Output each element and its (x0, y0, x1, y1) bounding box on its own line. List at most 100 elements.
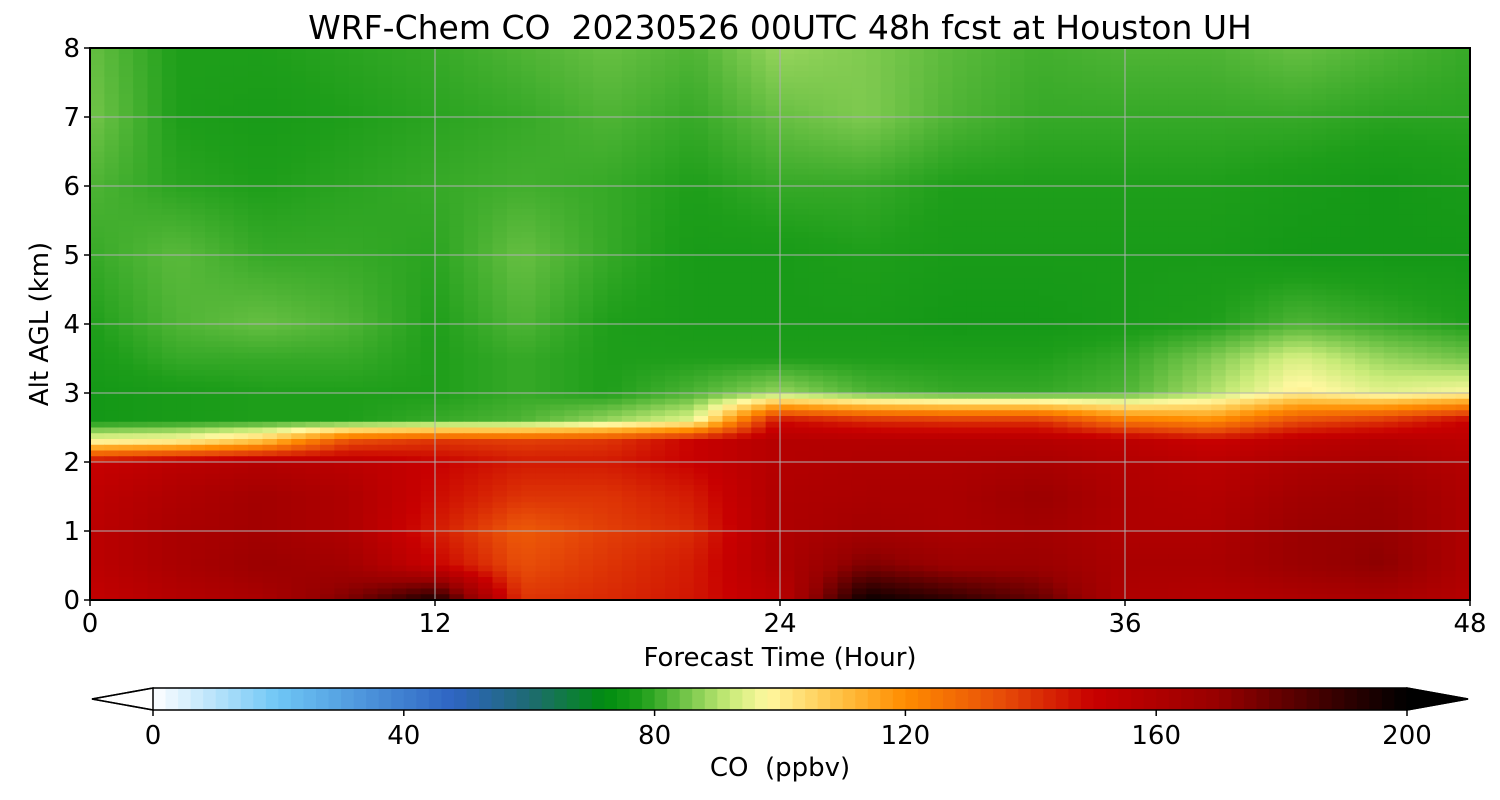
contour-cell (1240, 289, 1255, 296)
contour-cell (391, 255, 407, 262)
contour-cell (837, 341, 853, 348)
contour-cell (1441, 197, 1457, 204)
contour-cell (794, 203, 810, 210)
contour-cell (693, 157, 709, 164)
contour-cell (219, 186, 235, 193)
contour-cell (708, 174, 724, 181)
contour-cell (621, 324, 637, 331)
contour-cell (262, 289, 278, 296)
contour-cell (851, 168, 867, 176)
contour-cell (607, 283, 623, 291)
contour-cell (564, 99, 580, 107)
contour-cell (1182, 283, 1198, 291)
contour-cell (1225, 209, 1241, 216)
contour-cell (1369, 53, 1385, 61)
contour-cell (320, 128, 335, 135)
contour-cell (1254, 260, 1270, 268)
contour-cell (578, 272, 594, 279)
contour-cell (650, 249, 666, 256)
contour-cell (219, 197, 235, 204)
contour-cell (147, 59, 163, 66)
contour-cell (1024, 145, 1040, 153)
contour-cell (794, 168, 810, 176)
contour-cell (521, 157, 537, 164)
contour-cell (1398, 128, 1414, 135)
contour-cell (521, 99, 537, 107)
contour-cell (966, 59, 982, 66)
contour-cell (176, 163, 192, 170)
contour-cell (291, 226, 307, 233)
contour-cell (1441, 71, 1457, 78)
contour-cell (736, 157, 752, 164)
contour-cell (823, 134, 839, 141)
contour-cell (391, 266, 407, 273)
contour-cell (190, 53, 206, 61)
contour-cell (1297, 59, 1313, 66)
contour-cell (363, 157, 379, 164)
contour-cell (406, 249, 422, 256)
contour-cell (909, 157, 925, 164)
contour-cell (1398, 243, 1414, 250)
contour-cell (377, 278, 393, 285)
contour-cell (118, 209, 134, 216)
contour-cell (923, 214, 939, 222)
contour-cell (1168, 312, 1184, 319)
contour-cell (205, 220, 220, 227)
contour-cell (923, 289, 939, 296)
contour-cell (621, 301, 637, 308)
contour-cell (291, 243, 307, 250)
contour-cell (420, 94, 436, 101)
contour-cell (435, 335, 450, 342)
contour-cell (1412, 59, 1428, 66)
contour-cell (1369, 65, 1385, 72)
contour-cell (406, 283, 422, 291)
contour-cell (1268, 232, 1284, 239)
contour-cell (377, 289, 393, 296)
contour-cell (1153, 203, 1169, 210)
contour-cell (1254, 203, 1270, 210)
contour-cell (1240, 122, 1255, 130)
contour-cell (90, 295, 105, 302)
contour-cell (550, 203, 565, 210)
contour-cell (90, 53, 105, 61)
contour-cell (866, 111, 882, 118)
contour-cell (1153, 111, 1169, 118)
contour-cell (1326, 163, 1342, 170)
contour-cell (837, 220, 853, 227)
contour-cell (161, 197, 177, 204)
contour-cell (276, 59, 292, 66)
contour-cell (650, 99, 666, 107)
contour-cell (1283, 289, 1299, 296)
contour-cell (923, 295, 939, 302)
contour-cell (1369, 283, 1385, 291)
contour-cell (650, 134, 666, 141)
contour-cell (478, 88, 494, 95)
contour-cell (1081, 306, 1097, 314)
contour-cell (708, 88, 724, 95)
contour-cell (233, 134, 249, 141)
contour-cell (521, 71, 537, 78)
contour-cell (406, 191, 422, 199)
contour-cell (463, 140, 479, 147)
contour-cell (262, 48, 278, 55)
contour-cell (1125, 283, 1140, 291)
contour-cell (607, 289, 623, 296)
contour-cell (995, 134, 1011, 141)
contour-cell (895, 128, 910, 135)
contour-cell (1311, 255, 1327, 262)
contour-cell (636, 53, 652, 61)
contour-cell (1010, 122, 1025, 130)
contour-cell (578, 99, 594, 107)
contour-cell (621, 157, 637, 164)
contour-cell (1412, 266, 1428, 273)
contour-cell (219, 191, 235, 199)
contour-cell (478, 249, 494, 256)
contour-cell (1024, 168, 1040, 176)
contour-cell (391, 76, 407, 84)
contour-cell (808, 301, 824, 308)
contour-cell (952, 71, 968, 78)
contour-cell (995, 237, 1011, 245)
contour-cell (765, 48, 781, 55)
contour-cell (291, 145, 307, 153)
contour-cell (248, 94, 264, 101)
